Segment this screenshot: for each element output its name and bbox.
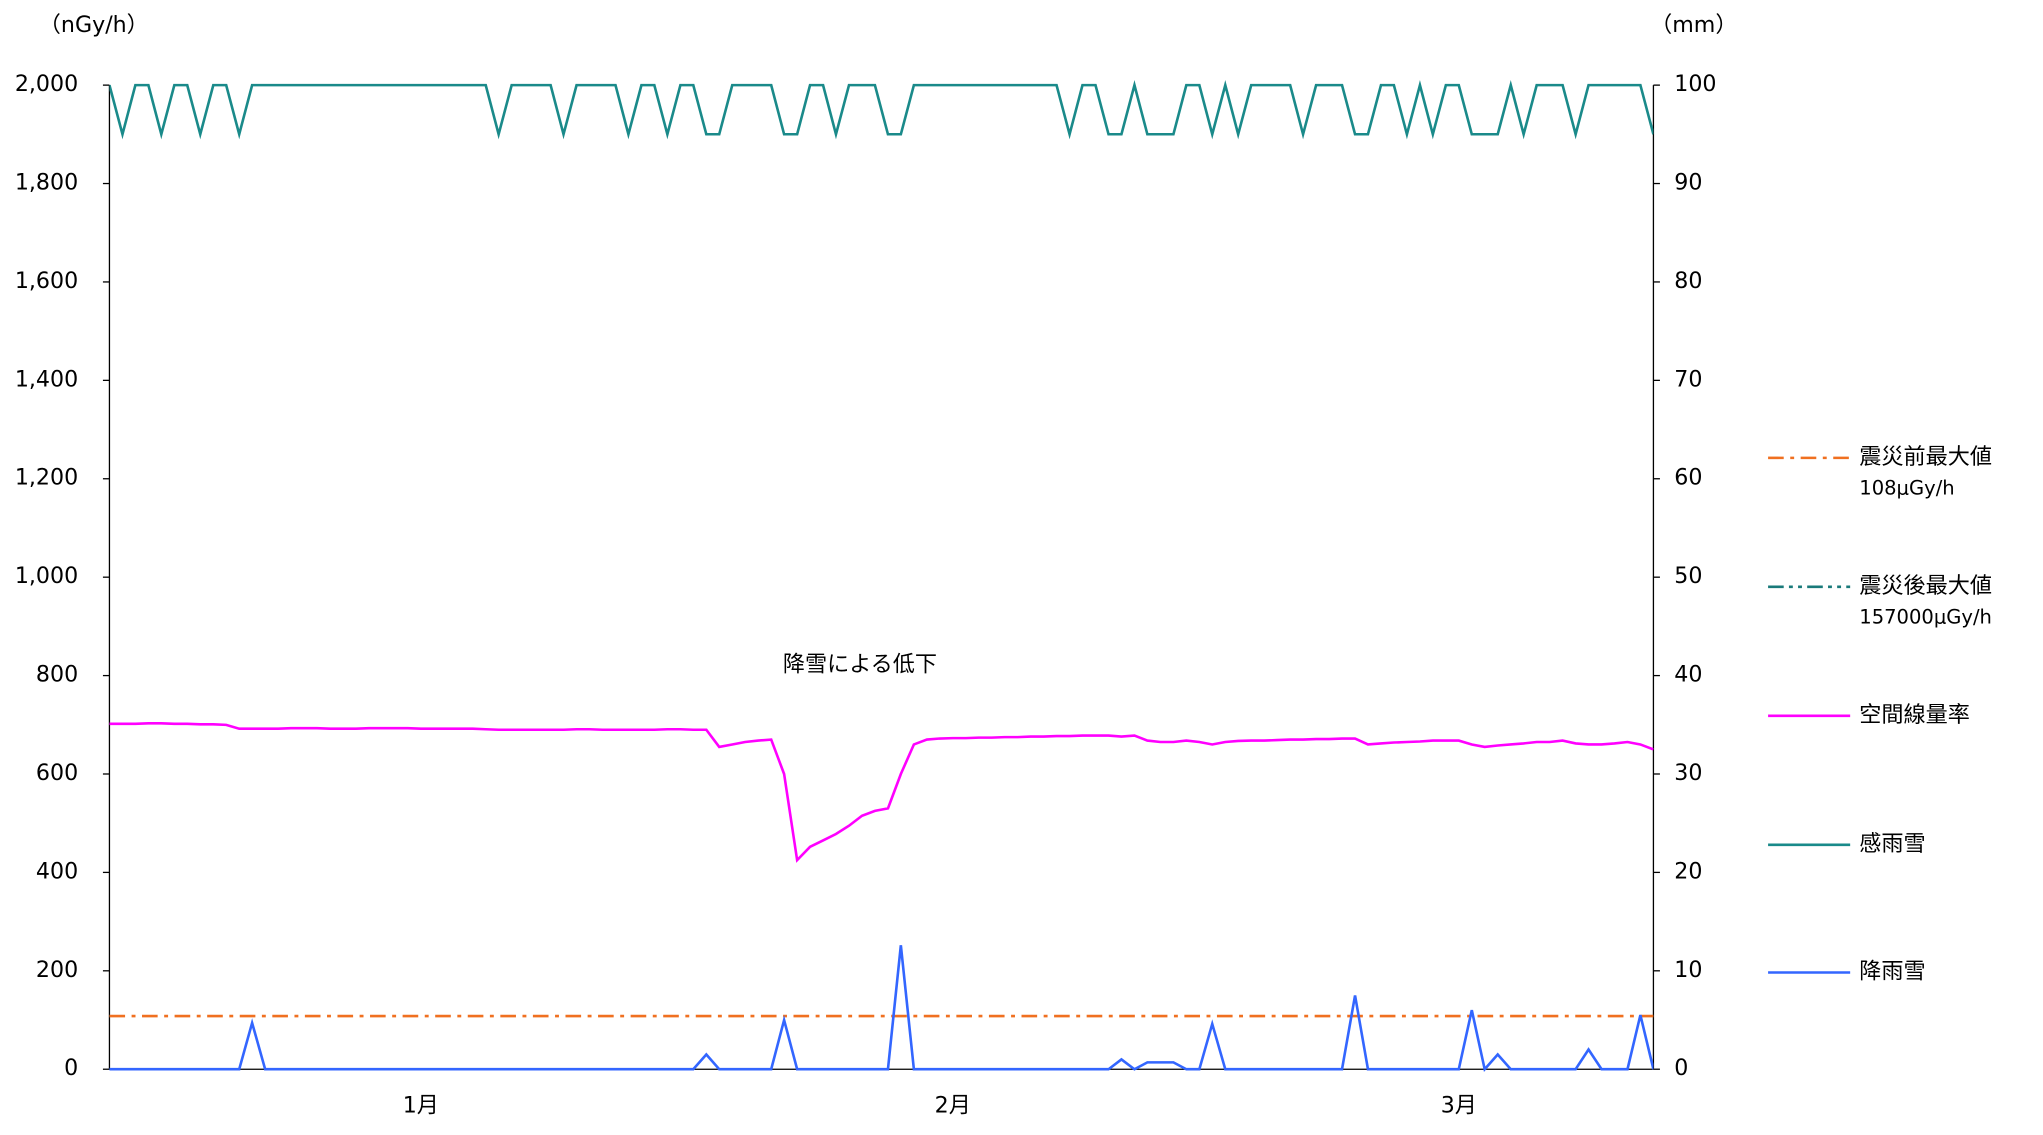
y-tick-label: 400 <box>36 859 78 884</box>
y2-tick-label: 0 <box>1674 1056 1688 1081</box>
y-tick-label: 1,400 <box>15 367 78 392</box>
y-tick-label: 1,800 <box>15 171 78 196</box>
legend-label: 感雨雪 <box>1859 832 1925 857</box>
series-line <box>109 945 1654 1072</box>
x-tick-label: 2月 <box>935 1094 971 1119</box>
y2-tick-label: 20 <box>1674 859 1702 884</box>
y-tick-label: 1,000 <box>15 564 78 589</box>
legend-label: 震災前最大値 <box>1859 445 1992 470</box>
y2-tick-label: 90 <box>1674 171 1702 196</box>
y2-tick-label: 40 <box>1674 663 1702 688</box>
legend-label: 震災後最大値 <box>1859 574 1992 599</box>
y-tick-label: 600 <box>36 761 78 786</box>
y2-tick-label: 100 <box>1674 72 1716 97</box>
y2-tick-label: 80 <box>1674 269 1702 294</box>
y2-axis-label: （mm） <box>1650 13 1737 38</box>
y-axis-label: （nGy/h） <box>39 13 149 38</box>
y-tick-label: 0 <box>64 1056 78 1081</box>
y2-tick-label: 60 <box>1674 466 1702 491</box>
y-tick-label: 1,200 <box>15 466 78 491</box>
y2-tick-label: 10 <box>1674 958 1702 983</box>
legend-sublabel: 108μGy/h <box>1859 476 1954 499</box>
series-line <box>109 80 1654 140</box>
series-line <box>109 722 1654 863</box>
y-tick-label: 200 <box>36 958 78 983</box>
y2-tick-label: 30 <box>1674 761 1702 786</box>
y2-tick-label: 70 <box>1674 367 1702 392</box>
legend-label: 空間線量率 <box>1859 703 1970 728</box>
x-tick-label: 3月 <box>1441 1094 1477 1119</box>
y2-tick-label: 50 <box>1674 564 1702 589</box>
y-tick-label: 800 <box>36 663 78 688</box>
legend-label: 降雨雪 <box>1859 960 1925 985</box>
x-tick-label: 1月 <box>403 1094 439 1119</box>
legend-sublabel: 157000μGy/h <box>1859 605 1992 628</box>
annotation: 降雪による低下 <box>783 653 937 678</box>
y-tick-label: 1,600 <box>15 269 78 294</box>
plot-area <box>109 80 1654 1072</box>
y-tick-label: 2,000 <box>15 72 78 97</box>
